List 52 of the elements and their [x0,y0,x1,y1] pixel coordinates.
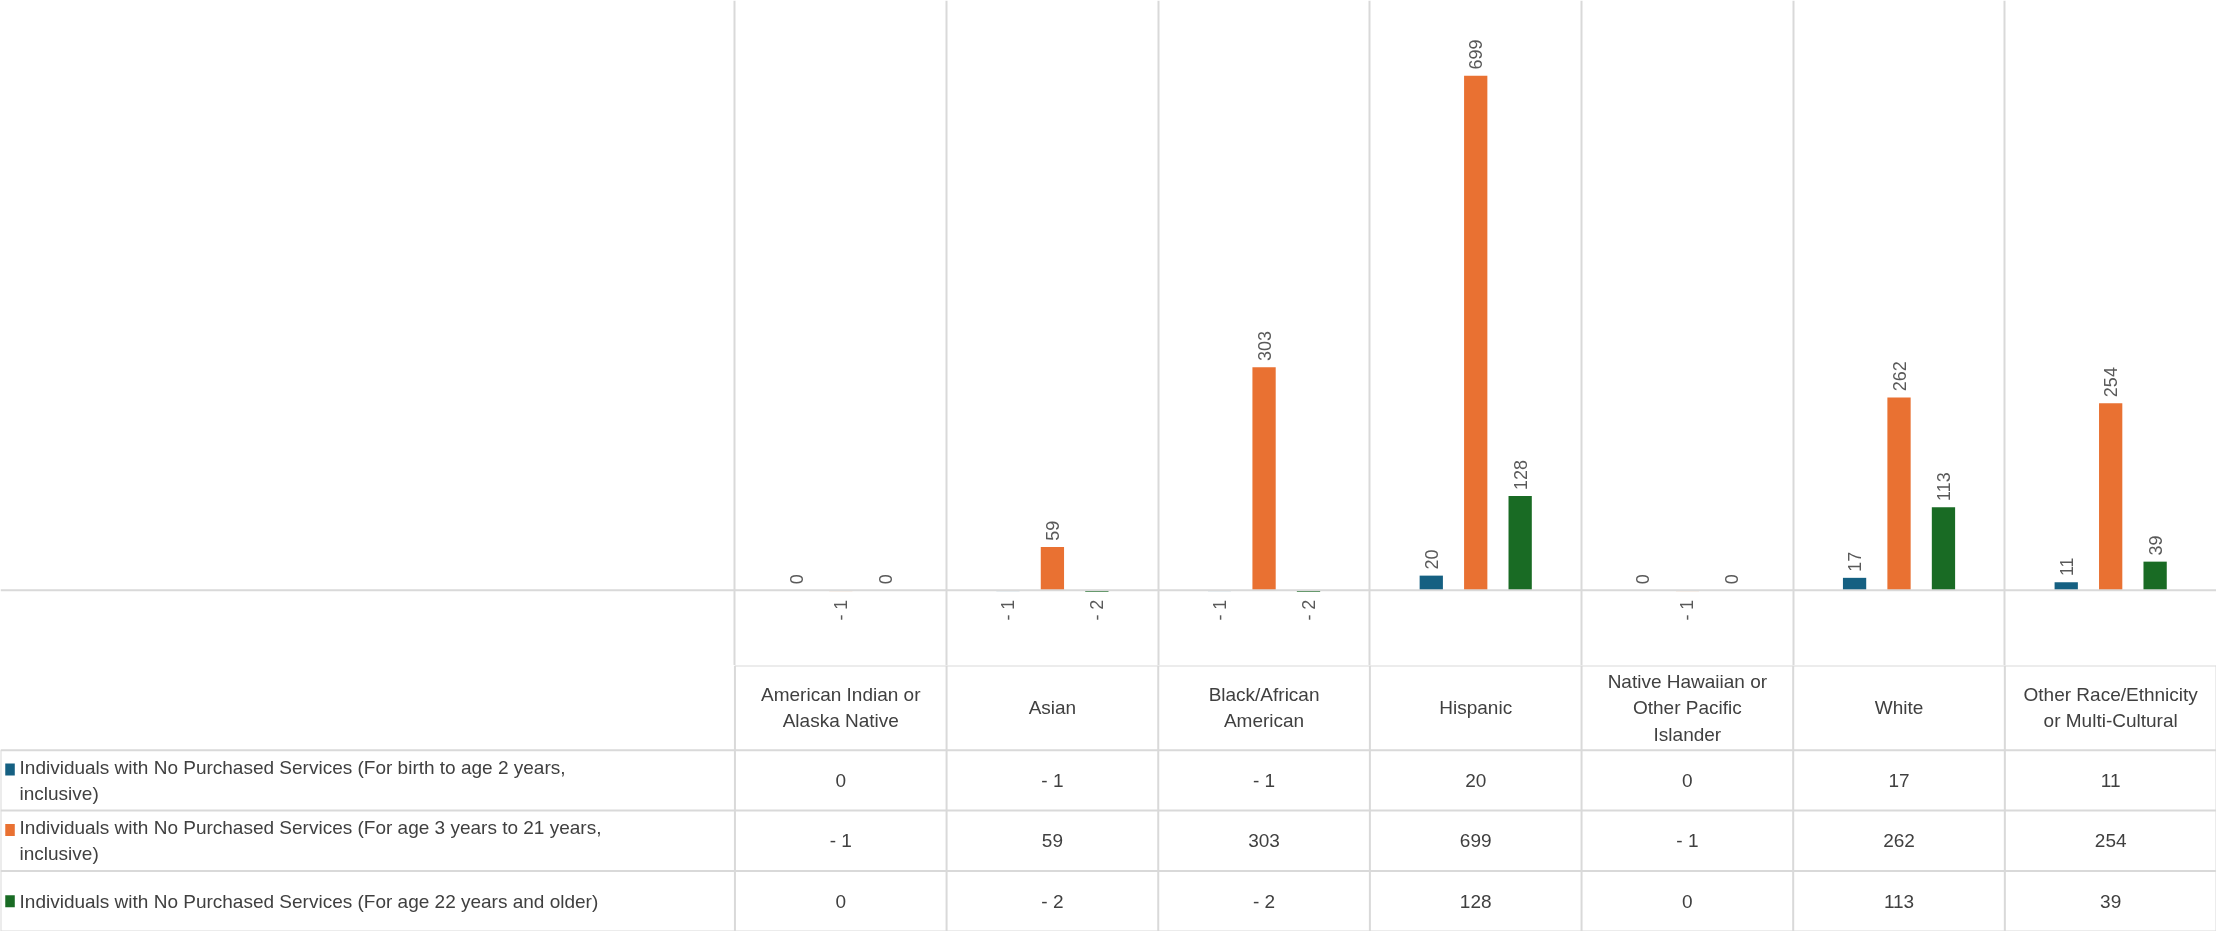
text: - 1 [830,599,851,621]
text: - 1 [1209,599,1230,621]
x-tick-label: Other Race/Ethnicity or Multi-Cultural [2023,684,2199,732]
text: 262 [1889,361,1910,392]
data-label: 17 [1888,769,1910,791]
text: 699 [1466,39,1487,70]
text: 0 [786,574,807,585]
data-label: - 2 [1252,890,1276,912]
data-label: 113 [1883,890,1915,912]
text: 11 [2056,557,2077,577]
text: 39 [2145,535,2166,556]
data-label: 59 [1041,830,1063,852]
text: - 2 [1086,599,1107,621]
data-label: 254 [2094,830,2127,852]
text: 59 [1042,520,1063,541]
x-tick-label: Hispanic [1439,697,1513,719]
data-label: 0 [1682,890,1693,912]
data-label: 0 [1682,769,1693,791]
x-tick-label: White [1874,697,1924,719]
legend-label: Individuals with No Purchased Services (For age 22 years and older) [19,890,599,912]
text: - 1 [997,599,1018,621]
text: 0 [1722,574,1743,585]
data-label: 20 [1465,769,1487,791]
legend-label: Individuals with No Purchased Services (For age 3 years to 21 years, inclusive) [19,817,602,865]
text: 303 [1254,331,1275,362]
x-tick-label: Native Hawaiian or Other Pacific Islander [1607,671,1768,745]
data-label: 0 [835,769,847,791]
x-tick-label: Asian [1028,697,1077,719]
text: 128 [1510,459,1531,490]
x-tick-label: American Indian or Alaska Native [761,684,922,732]
text: 20 [1421,549,1442,570]
text: 0 [1633,574,1654,585]
data-label: - 1 [1041,769,1064,791]
legend-label: Individuals with No Purchased Services (For birth to age 2 years, inclusive) [19,756,566,804]
data-label: - 2 [1041,890,1064,912]
data-label: 11 [2100,769,2121,791]
text: 113 [1933,472,1954,501]
data-label: - 1 [1676,830,1699,852]
text: 254 [2101,367,2122,398]
data-label: 128 [1459,890,1492,912]
text: 17 [1845,551,1866,572]
x-tick-label: Black/African American [1208,684,1320,732]
text: - 1 [1677,599,1698,621]
text: - 2 [1298,599,1319,621]
text: 0 [875,574,896,585]
data-label: 39 [2100,890,2122,912]
data-label: - 1 [829,830,852,852]
data-label: 699 [1459,830,1492,852]
data-label: 303 [1248,830,1280,852]
data-label: 0 [835,890,847,912]
data-label: 262 [1883,830,1915,852]
data-label: - 1 [1252,769,1276,791]
